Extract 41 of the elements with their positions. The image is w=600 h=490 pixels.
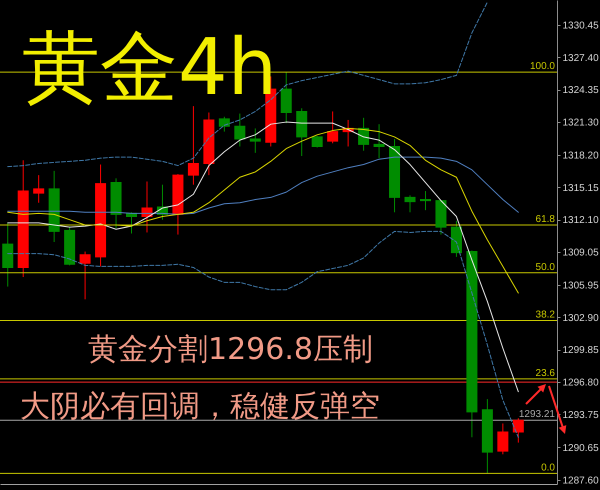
annotation: 黄金分割1296.8压制 bbox=[88, 332, 373, 367]
candlestick bbox=[234, 113, 246, 147]
annotation: 61.8 bbox=[536, 214, 556, 226]
annotation: 50.0 bbox=[536, 262, 556, 273]
annotation: 38.2 bbox=[536, 310, 556, 321]
candlestick bbox=[2, 222, 14, 288]
y-tick-label: 1299.85 bbox=[562, 345, 600, 356]
annotation: 大阴必有回调，稳健反弹空 bbox=[20, 389, 380, 424]
candlestick bbox=[404, 194, 416, 213]
annotation: 100.0 bbox=[530, 61, 556, 72]
candlestick bbox=[374, 124, 385, 159]
y-tick-label: 1290.65 bbox=[562, 442, 600, 454]
y-tick-label: 1287.60 bbox=[562, 475, 600, 486]
candlestick bbox=[188, 106, 199, 186]
y-tick-label: 1315.15 bbox=[562, 182, 600, 194]
line-series bbox=[7, 128, 519, 294]
y-tick-label: 1330.45 bbox=[562, 20, 600, 32]
candlestick bbox=[33, 174, 44, 204]
candlestick bbox=[312, 135, 323, 148]
candlestick bbox=[280, 72, 292, 124]
candlestick bbox=[80, 251, 91, 300]
y-tick-label: 1296.80 bbox=[562, 378, 600, 389]
y-tick-label: 1302.90 bbox=[562, 312, 600, 324]
candlestick bbox=[250, 128, 261, 154]
y-tick-label: 1309.05 bbox=[562, 248, 600, 259]
annotation: 0.0 bbox=[541, 462, 556, 474]
annotation: 23.6 bbox=[536, 368, 556, 379]
candlestick bbox=[218, 116, 230, 132]
y-tick-label: 1293.75 bbox=[562, 410, 600, 421]
candlestick bbox=[512, 418, 524, 444]
y-tick-label: 1305.95 bbox=[562, 280, 600, 292]
y-tick-label: 1324.35 bbox=[562, 85, 600, 96]
candlestick bbox=[327, 110, 338, 144]
y-tick-label: 1321.30 bbox=[562, 118, 600, 129]
y-tick-label: 1327.40 bbox=[562, 52, 600, 64]
ref-line-label: 1293.21 bbox=[518, 409, 556, 420]
line-series bbox=[7, 122, 519, 392]
candlestick bbox=[497, 423, 508, 455]
y-tick-label: 1318.20 bbox=[562, 150, 600, 162]
y-tick-label: 1312.10 bbox=[562, 215, 600, 226]
candlestick bbox=[420, 190, 431, 211]
